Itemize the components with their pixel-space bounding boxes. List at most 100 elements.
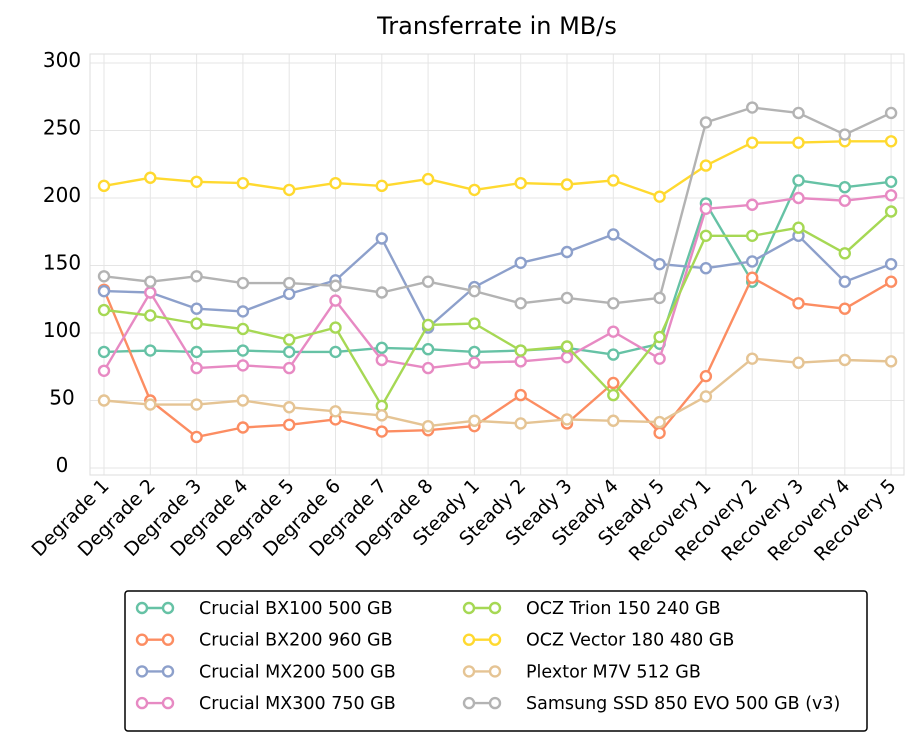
data-point — [699, 159, 713, 172]
legend-marker — [488, 633, 502, 646]
data-point — [792, 174, 805, 187]
data-point — [97, 270, 111, 283]
data-point — [97, 394, 111, 407]
data-point — [236, 359, 250, 372]
data-point — [653, 426, 666, 440]
data-point — [884, 175, 898, 189]
data-point — [746, 352, 759, 365]
data-point — [514, 388, 527, 402]
y-tick-label: 100 — [43, 318, 81, 342]
data-point — [746, 271, 759, 284]
series-line — [103, 233, 892, 329]
data-point — [329, 345, 342, 359]
data-point — [375, 409, 388, 422]
data-point — [236, 176, 250, 190]
data-point — [144, 398, 157, 411]
data-point — [283, 333, 296, 346]
data-point — [144, 171, 157, 184]
legend-marker — [161, 601, 175, 615]
legend: Crucial BX100 500 GB Crucial BX200 960 GB… — [124, 590, 868, 732]
data-point — [746, 229, 759, 243]
data-point — [421, 275, 435, 288]
data-point — [236, 344, 250, 357]
data-point — [421, 419, 435, 433]
data-point — [283, 418, 296, 431]
data-point — [653, 330, 666, 344]
legend-marker — [488, 665, 502, 678]
data-point — [884, 189, 898, 202]
data-point — [190, 361, 203, 375]
legend-box — [124, 590, 868, 732]
data-point — [375, 425, 388, 438]
data-point — [838, 180, 851, 194]
data-point — [421, 172, 435, 186]
data-point — [236, 421, 250, 434]
data-point — [607, 228, 620, 241]
data-point — [97, 179, 111, 193]
data-point — [421, 361, 435, 375]
y-axis: 0 50 100 150 200 250 300 — [43, 48, 81, 477]
data-point — [236, 276, 250, 290]
series-line — [102, 194, 892, 372]
data-point — [838, 353, 851, 367]
data-point — [838, 302, 851, 315]
data-point — [838, 275, 851, 288]
data-point — [514, 297, 527, 310]
data-point — [375, 341, 388, 355]
legend-marker — [161, 665, 175, 678]
legend-label: Crucial MX200 500 GB — [199, 662, 396, 682]
chart-title: Transferrate in MB/s — [376, 12, 617, 40]
data-point — [329, 294, 342, 307]
legend-marker — [488, 601, 502, 615]
data-point — [884, 205, 898, 218]
data-point — [329, 405, 342, 418]
data-point — [653, 352, 666, 365]
data-point — [236, 394, 250, 407]
data-point — [514, 417, 527, 430]
data-point — [838, 128, 851, 141]
data-point — [514, 355, 527, 368]
data-point — [375, 286, 388, 299]
legend-marker — [462, 665, 476, 678]
data-point — [792, 221, 805, 234]
data-point — [792, 297, 805, 310]
legend-marker — [135, 696, 149, 710]
data-point — [699, 390, 713, 403]
data-point — [97, 345, 111, 359]
y-tick-label: 300 — [43, 48, 81, 72]
data-point — [283, 183, 296, 197]
data-point — [607, 174, 620, 187]
data-point — [190, 317, 203, 330]
data-point — [375, 353, 388, 367]
data-point — [699, 202, 713, 216]
legend-label: Crucial BX200 960 GB — [199, 631, 393, 651]
data-point — [607, 376, 620, 390]
data-point — [560, 291, 574, 305]
legend-marker — [462, 633, 476, 646]
data-point — [236, 305, 250, 318]
series-line — [103, 106, 892, 305]
data-point — [283, 276, 296, 290]
y-tick-label: 200 — [43, 183, 81, 207]
data-point — [468, 317, 481, 330]
data-point — [144, 275, 157, 288]
data-point — [746, 255, 759, 268]
data-point — [792, 136, 805, 149]
data-point — [190, 302, 203, 315]
data-point — [884, 106, 898, 120]
data-point — [97, 364, 111, 377]
data-point — [653, 291, 666, 305]
legend-marker — [161, 633, 175, 646]
y-tick-label: 50 — [49, 386, 74, 410]
series-line — [102, 276, 892, 439]
series-line — [103, 140, 892, 198]
data-point — [884, 355, 898, 368]
data-point — [560, 351, 574, 364]
data-point — [838, 247, 851, 260]
data-point — [283, 361, 296, 375]
series-line — [103, 210, 892, 408]
data-point — [144, 309, 157, 322]
data-point — [190, 398, 203, 411]
